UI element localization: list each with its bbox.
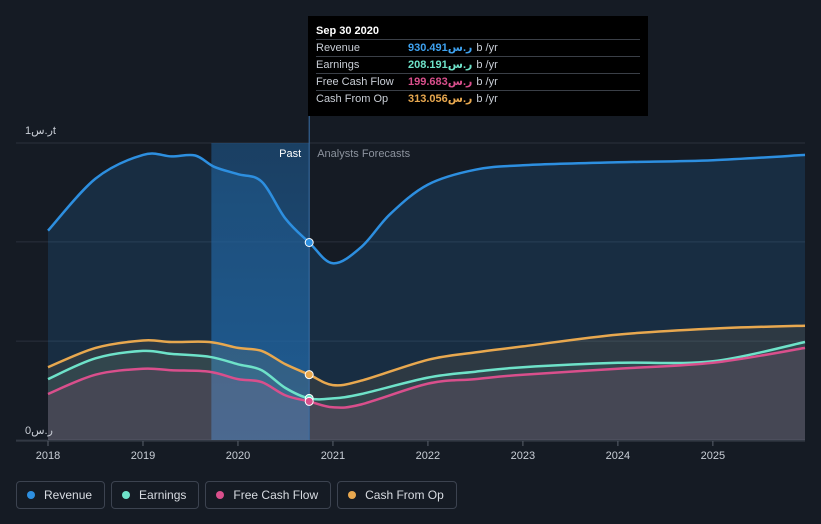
forecast-label: Analysts Forecasts [317, 148, 410, 160]
legend-item-free-cash-flow[interactable]: Free Cash Flow [205, 481, 332, 509]
tooltip-row-revenue: Revenue 930.491ر.س b /yr [316, 39, 640, 56]
tooltip-value: 208.191ر.س [408, 59, 473, 71]
x-tick-label: 2021 [321, 450, 345, 462]
tooltip-label: Cash From Op [316, 93, 389, 105]
legend-dot [216, 491, 225, 499]
legend-item-cash-from-op[interactable]: Cash From Op [337, 481, 457, 509]
legend-dot [122, 491, 131, 499]
x-tick-label: 2024 [606, 450, 630, 462]
marker-revenue [304, 237, 314, 247]
line-revenue [47, 152, 806, 265]
past-label: Past [279, 148, 301, 160]
tooltip-date: Sep 30 2020 [316, 25, 379, 37]
tooltip-row-cash-from-op: Cash From Op 313.056ر.س b /yr [316, 90, 640, 107]
legend-label: Earnings [139, 488, 187, 502]
tooltip-row-earnings: Earnings 208.191ر.س b /yr [316, 56, 640, 73]
tooltip-value: 930.491ر.س [408, 42, 473, 54]
tooltip-value: 313.056ر.س [408, 93, 473, 105]
tooltip-unit: b /yr [476, 93, 498, 105]
legend-label: Revenue [44, 488, 93, 502]
tooltip-unit: b /yr [476, 76, 498, 88]
legend-dot [27, 491, 35, 499]
marker-free-cash-flow [304, 396, 314, 406]
x-tick-label: 2025 [701, 450, 725, 462]
past-highlight-region [211, 143, 310, 440]
area-free-cash-flow [48, 347, 805, 440]
legend-label: Free Cash Flow [233, 488, 319, 502]
legend-label: Cash From Op [365, 488, 444, 502]
tooltip-row-free-cash-flow: Free Cash Flow 199.683ر.س b /yr [316, 73, 640, 90]
legend: Revenue Earnings Free Cash Flow Cash Fro… [16, 481, 457, 509]
tooltip-unit: b /yr [476, 59, 498, 71]
x-tick-label: 2022 [416, 450, 440, 462]
legend-dot [348, 491, 357, 499]
marker-cash-from-op [304, 370, 314, 380]
x-tick-label: 2020 [226, 450, 250, 462]
chart-canvas: Past Analysts Forecasts ر.س1t ر.س0 2018 2019 2… [16, 16, 806, 462]
x-tick-label: 2019 [131, 450, 155, 462]
tooltip-label: Revenue [316, 42, 361, 54]
legend-item-earnings[interactable]: Earnings [111, 481, 200, 509]
legend-item-revenue[interactable]: Revenue [16, 481, 106, 509]
tooltip: Sep 30 2020 Revenue 930.491ر.س b /yr Ear… [308, 16, 648, 116]
line-cash-from-op [47, 324, 806, 387]
x-tick-label: 2023 [511, 450, 535, 462]
x-tick-label: 2018 [36, 450, 60, 462]
line-free-cash-flow [47, 346, 806, 409]
tooltip-unit: b /yr [476, 42, 498, 54]
tooltip-label: Free Cash Flow [316, 76, 394, 88]
tooltip-value: 199.683ر.س [408, 76, 473, 88]
line-earnings [47, 340, 806, 401]
area-earnings [48, 342, 805, 440]
tooltip-label: Earnings [316, 59, 360, 71]
y-label-top: ر.س1t [25, 125, 56, 137]
y-label-bottom: ر.س0 [25, 425, 53, 437]
